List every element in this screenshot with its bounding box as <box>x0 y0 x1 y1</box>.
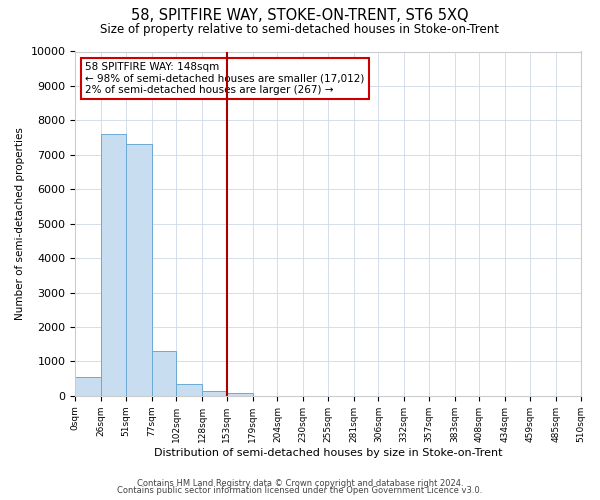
Text: 58 SPITFIRE WAY: 148sqm
← 98% of semi-detached houses are smaller (17,012)
2% of: 58 SPITFIRE WAY: 148sqm ← 98% of semi-de… <box>85 62 365 95</box>
Bar <box>101 134 126 396</box>
Text: Size of property relative to semi-detached houses in Stoke-on-Trent: Size of property relative to semi-detach… <box>101 22 499 36</box>
Bar <box>152 351 176 396</box>
Text: 58, SPITFIRE WAY, STOKE-ON-TRENT, ST6 5XQ: 58, SPITFIRE WAY, STOKE-ON-TRENT, ST6 5X… <box>131 8 469 22</box>
X-axis label: Distribution of semi-detached houses by size in Stoke-on-Trent: Distribution of semi-detached houses by … <box>154 448 502 458</box>
Bar <box>227 394 253 396</box>
Bar <box>202 392 227 396</box>
Y-axis label: Number of semi-detached properties: Number of semi-detached properties <box>15 127 25 320</box>
Bar <box>176 384 202 396</box>
Text: Contains public sector information licensed under the Open Government Licence v3: Contains public sector information licen… <box>118 486 482 495</box>
Bar <box>126 144 152 396</box>
Bar <box>75 377 101 396</box>
Text: Contains HM Land Registry data © Crown copyright and database right 2024.: Contains HM Land Registry data © Crown c… <box>137 478 463 488</box>
